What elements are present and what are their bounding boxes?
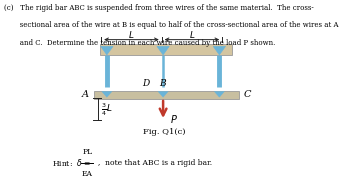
Text: (c)   The rigid bar ABC is suspended from three wires of the same material.  The: (c) The rigid bar ABC is suspended from … xyxy=(4,4,314,12)
Polygon shape xyxy=(213,46,225,55)
Text: Hint:  $\delta$ =: Hint: $\delta$ = xyxy=(52,158,92,168)
Text: B: B xyxy=(160,79,166,88)
Text: A: A xyxy=(82,90,89,99)
Polygon shape xyxy=(102,91,112,97)
Text: D: D xyxy=(142,79,149,88)
Text: ,  note that ABC is a rigid bar.: , note that ABC is a rigid bar. xyxy=(98,159,212,167)
Text: C: C xyxy=(244,90,251,99)
Bar xyxy=(94,91,239,99)
Text: sectional area of the wire at B is equal to half of the cross-sectional area of : sectional area of the wire at B is equal… xyxy=(4,22,339,29)
Text: and C.  Determine the tension in each wire caused by the load P shown.: and C. Determine the tension in each wir… xyxy=(4,39,275,47)
Text: PL: PL xyxy=(82,148,92,156)
Polygon shape xyxy=(214,91,224,97)
Text: $P$: $P$ xyxy=(170,113,177,125)
Text: $L$: $L$ xyxy=(128,29,134,40)
Text: $L$: $L$ xyxy=(189,29,195,40)
Text: EA: EA xyxy=(82,170,93,178)
Text: $\frac{3}{4}L$: $\frac{3}{4}L$ xyxy=(101,101,113,118)
Polygon shape xyxy=(101,46,113,55)
Text: Fig. Q1(c): Fig. Q1(c) xyxy=(143,128,185,136)
Polygon shape xyxy=(158,91,168,97)
Bar xyxy=(100,44,232,55)
Polygon shape xyxy=(157,46,169,55)
